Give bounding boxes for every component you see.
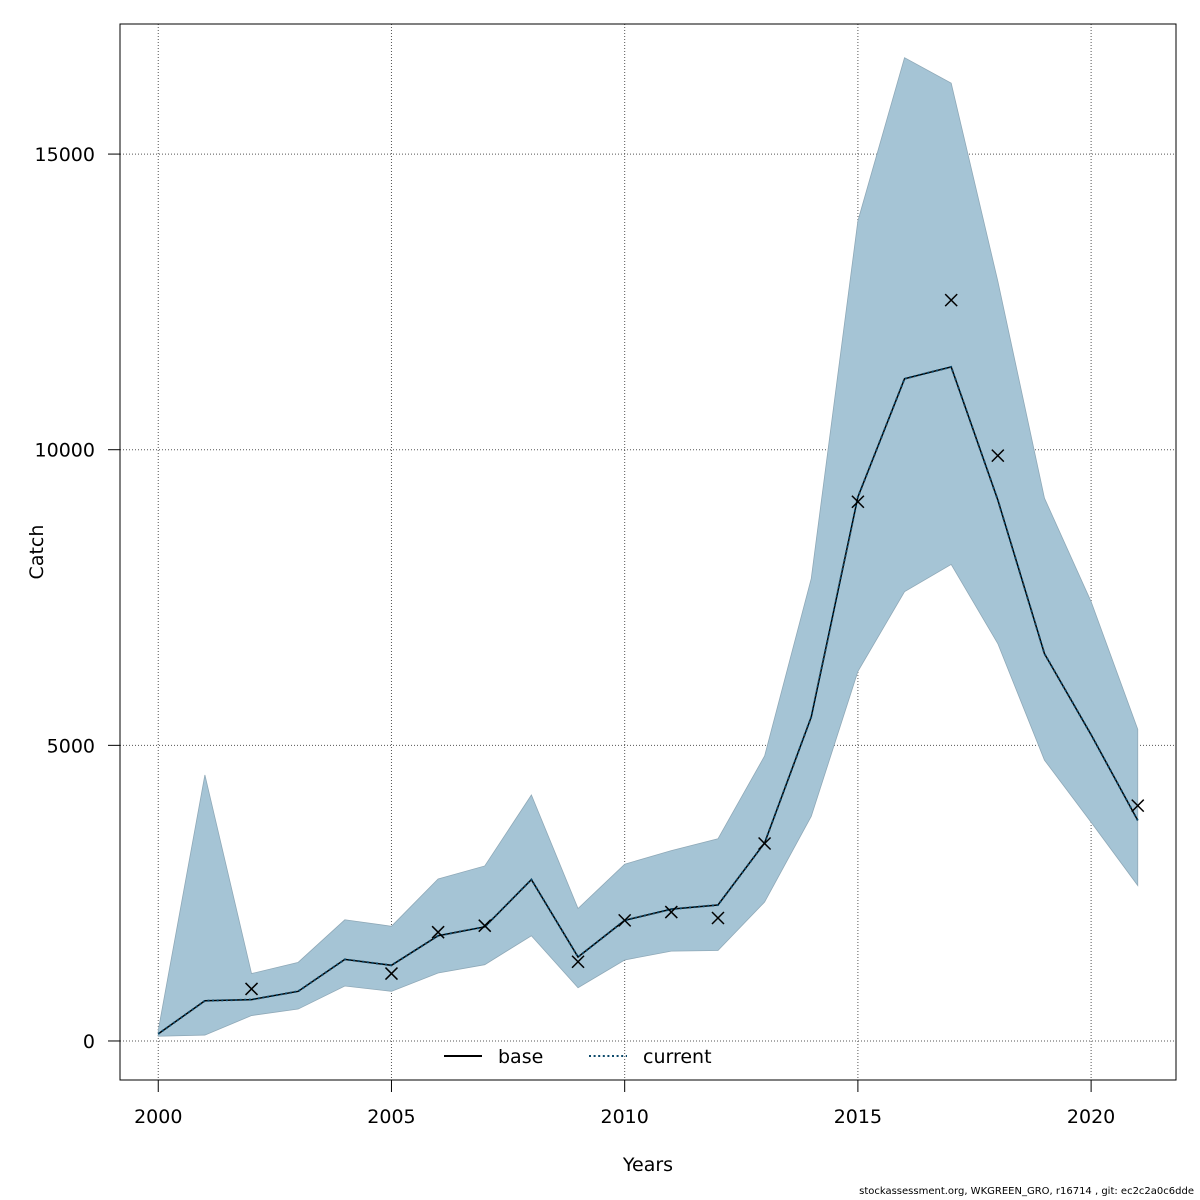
observation-point — [991, 449, 1005, 463]
y-tick-label: 0 — [83, 1031, 95, 1053]
footer-credit: stockassessment.org, WKGREEN_GRO, r16714… — [859, 1186, 1194, 1197]
observation-point — [664, 905, 678, 919]
observation-point — [571, 955, 585, 969]
y-tick-label: 10000 — [35, 440, 95, 462]
series-line-current — [157, 365, 1139, 1035]
x-tick-label: 2010 — [600, 1106, 648, 1128]
y-axis-title: Catch — [26, 525, 48, 580]
x-tick-label: 2020 — [1067, 1106, 1115, 1128]
observation-point — [478, 919, 492, 933]
y-tick-label: 5000 — [47, 735, 95, 757]
x-tick-label: 2000 — [134, 1106, 182, 1128]
observation-point — [384, 967, 398, 981]
y-axis: 0 5000 10000 15000 — [35, 144, 121, 1053]
observation-point — [618, 913, 632, 927]
confidence-band — [157, 57, 1139, 1037]
observation-point — [711, 911, 725, 925]
y-tick-label: 15000 — [35, 144, 95, 166]
observation-point — [431, 925, 445, 939]
observation-point — [851, 495, 865, 509]
x-axis: 2000 2005 2010 2015 2020 — [134, 1079, 1115, 1128]
observation-point — [1131, 799, 1145, 813]
observation-point — [758, 836, 772, 851]
observation-markers — [245, 293, 1145, 996]
x-axis-title: Years — [622, 1154, 673, 1176]
legend-label-base: base — [498, 1046, 543, 1068]
legend-label-current: current — [643, 1046, 712, 1068]
legend: base current — [444, 1046, 712, 1068]
x-tick-label: 2015 — [834, 1106, 882, 1128]
observation-point — [944, 293, 958, 307]
observation-point — [245, 982, 259, 996]
x-tick-label: 2005 — [367, 1106, 415, 1128]
